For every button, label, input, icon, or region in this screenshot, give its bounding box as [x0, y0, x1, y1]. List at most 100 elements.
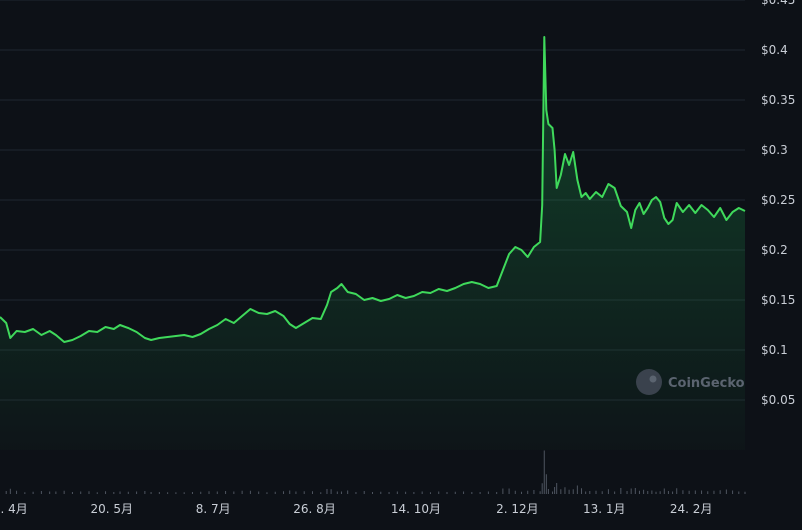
volume-bar [144, 491, 146, 494]
volume-bar [667, 491, 669, 494]
volume-bar [55, 491, 57, 494]
y-axis-ticks: $0.05 $0.1 $0.15 $0.2 $0.25 $0.3 $0.35 $0.4 $0.4… [761, 0, 795, 407]
volume-bar [725, 489, 727, 494]
volume-bar [643, 489, 645, 494]
volume-bar [521, 491, 522, 494]
volume-bar [487, 491, 489, 494]
volume-bar [634, 488, 636, 494]
volume-bar [672, 491, 674, 494]
volume-bar [514, 490, 516, 494]
volume-bar [225, 491, 227, 494]
watermark-text: CoinGecko [668, 376, 745, 391]
volume-bar [744, 491, 746, 494]
volume-bar [96, 492, 98, 494]
x-tick-label: 8. 7月 [196, 502, 231, 516]
volume-bar [421, 491, 423, 494]
price-line-group [0, 36, 746, 343]
volume-bar [336, 491, 338, 494]
volume-bar [626, 491, 628, 494]
volume-bar [119, 491, 121, 494]
volume-bar [258, 491, 260, 494]
volume-bar [508, 488, 510, 494]
volume-bar [241, 490, 243, 494]
volume-bar [638, 490, 640, 494]
x-tick-label: 26. 8月 [293, 502, 336, 516]
volume-bar [533, 490, 535, 494]
volume-bar [682, 490, 684, 494]
volume-bar [24, 492, 26, 494]
watermark: CoinGecko [636, 369, 745, 395]
volume-bar [663, 488, 665, 494]
volume-bar [647, 491, 649, 494]
volume-bar [659, 491, 661, 494]
volume-bar [311, 491, 313, 494]
volume-bar [136, 491, 138, 494]
volume-bar [295, 491, 297, 494]
volume-bar [320, 492, 322, 494]
volume-bar [289, 490, 291, 494]
x-tick-label: 24. 2月 [670, 502, 713, 516]
volume-bar [372, 492, 373, 494]
volume-bar [607, 489, 609, 494]
volume-bar [572, 489, 574, 494]
volume-bar [388, 492, 390, 494]
volume-bar [150, 492, 152, 494]
volume-bar [552, 491, 554, 494]
volume-bar [88, 491, 90, 494]
volume-bar [405, 491, 407, 494]
volume-bar [191, 492, 193, 494]
volume-bar [556, 483, 558, 494]
volume-bar [216, 491, 218, 494]
volume-bar [396, 491, 398, 494]
volume-bar [707, 491, 709, 494]
volume-bar [71, 492, 73, 494]
volume-bars [5, 450, 746, 494]
price-area-fill [0, 37, 745, 450]
volume-bar [560, 489, 562, 494]
volume-bar [105, 491, 107, 494]
volume-bar [585, 491, 587, 494]
y-tick-label: $0.1 [761, 343, 788, 357]
x-tick-label: 1. 4月 [0, 502, 28, 516]
volume-bar [446, 492, 448, 494]
volume-bar [340, 491, 342, 494]
volume-bar [576, 485, 578, 494]
y-tick-label: $0.45 [761, 0, 795, 7]
volume-bar [676, 488, 678, 494]
coingecko-logo-icon [636, 369, 662, 395]
x-tick-label: 13. 1月 [583, 502, 626, 516]
volume-bar [380, 491, 382, 494]
volume-bar [496, 492, 498, 494]
volume-bar [249, 490, 251, 494]
volume-bar [564, 487, 566, 494]
x-tick-label: 20. 5月 [90, 502, 133, 516]
volume-bar [32, 491, 34, 494]
volume-bar [543, 450, 545, 494]
volume-bar [541, 483, 543, 494]
volume-bar [471, 492, 473, 494]
volume-bar [630, 488, 632, 494]
volume-bar [694, 490, 696, 494]
volume-bar [554, 487, 556, 494]
volume-bar [595, 490, 597, 494]
volume-bar [363, 491, 365, 494]
volume-bar [5, 491, 7, 494]
volume-bar [283, 491, 285, 494]
volume-bar [614, 491, 616, 494]
y-tick-label: $0.35 [761, 93, 795, 107]
volume-bar [463, 491, 465, 494]
volume-bar [601, 491, 603, 494]
volume-bar [49, 491, 51, 494]
y-tick-label: $0.25 [761, 193, 795, 207]
volume-bar [63, 490, 65, 494]
coingecko-logo-eye [649, 375, 657, 383]
volume-bar [713, 490, 715, 494]
volume-bar [479, 492, 481, 494]
volume-bar [16, 490, 18, 494]
volume-bar [545, 474, 547, 494]
volume-bar [200, 491, 202, 494]
volume-bar [347, 490, 349, 494]
volume-bar [233, 491, 235, 494]
y-tick-label: $0.3 [761, 143, 788, 157]
